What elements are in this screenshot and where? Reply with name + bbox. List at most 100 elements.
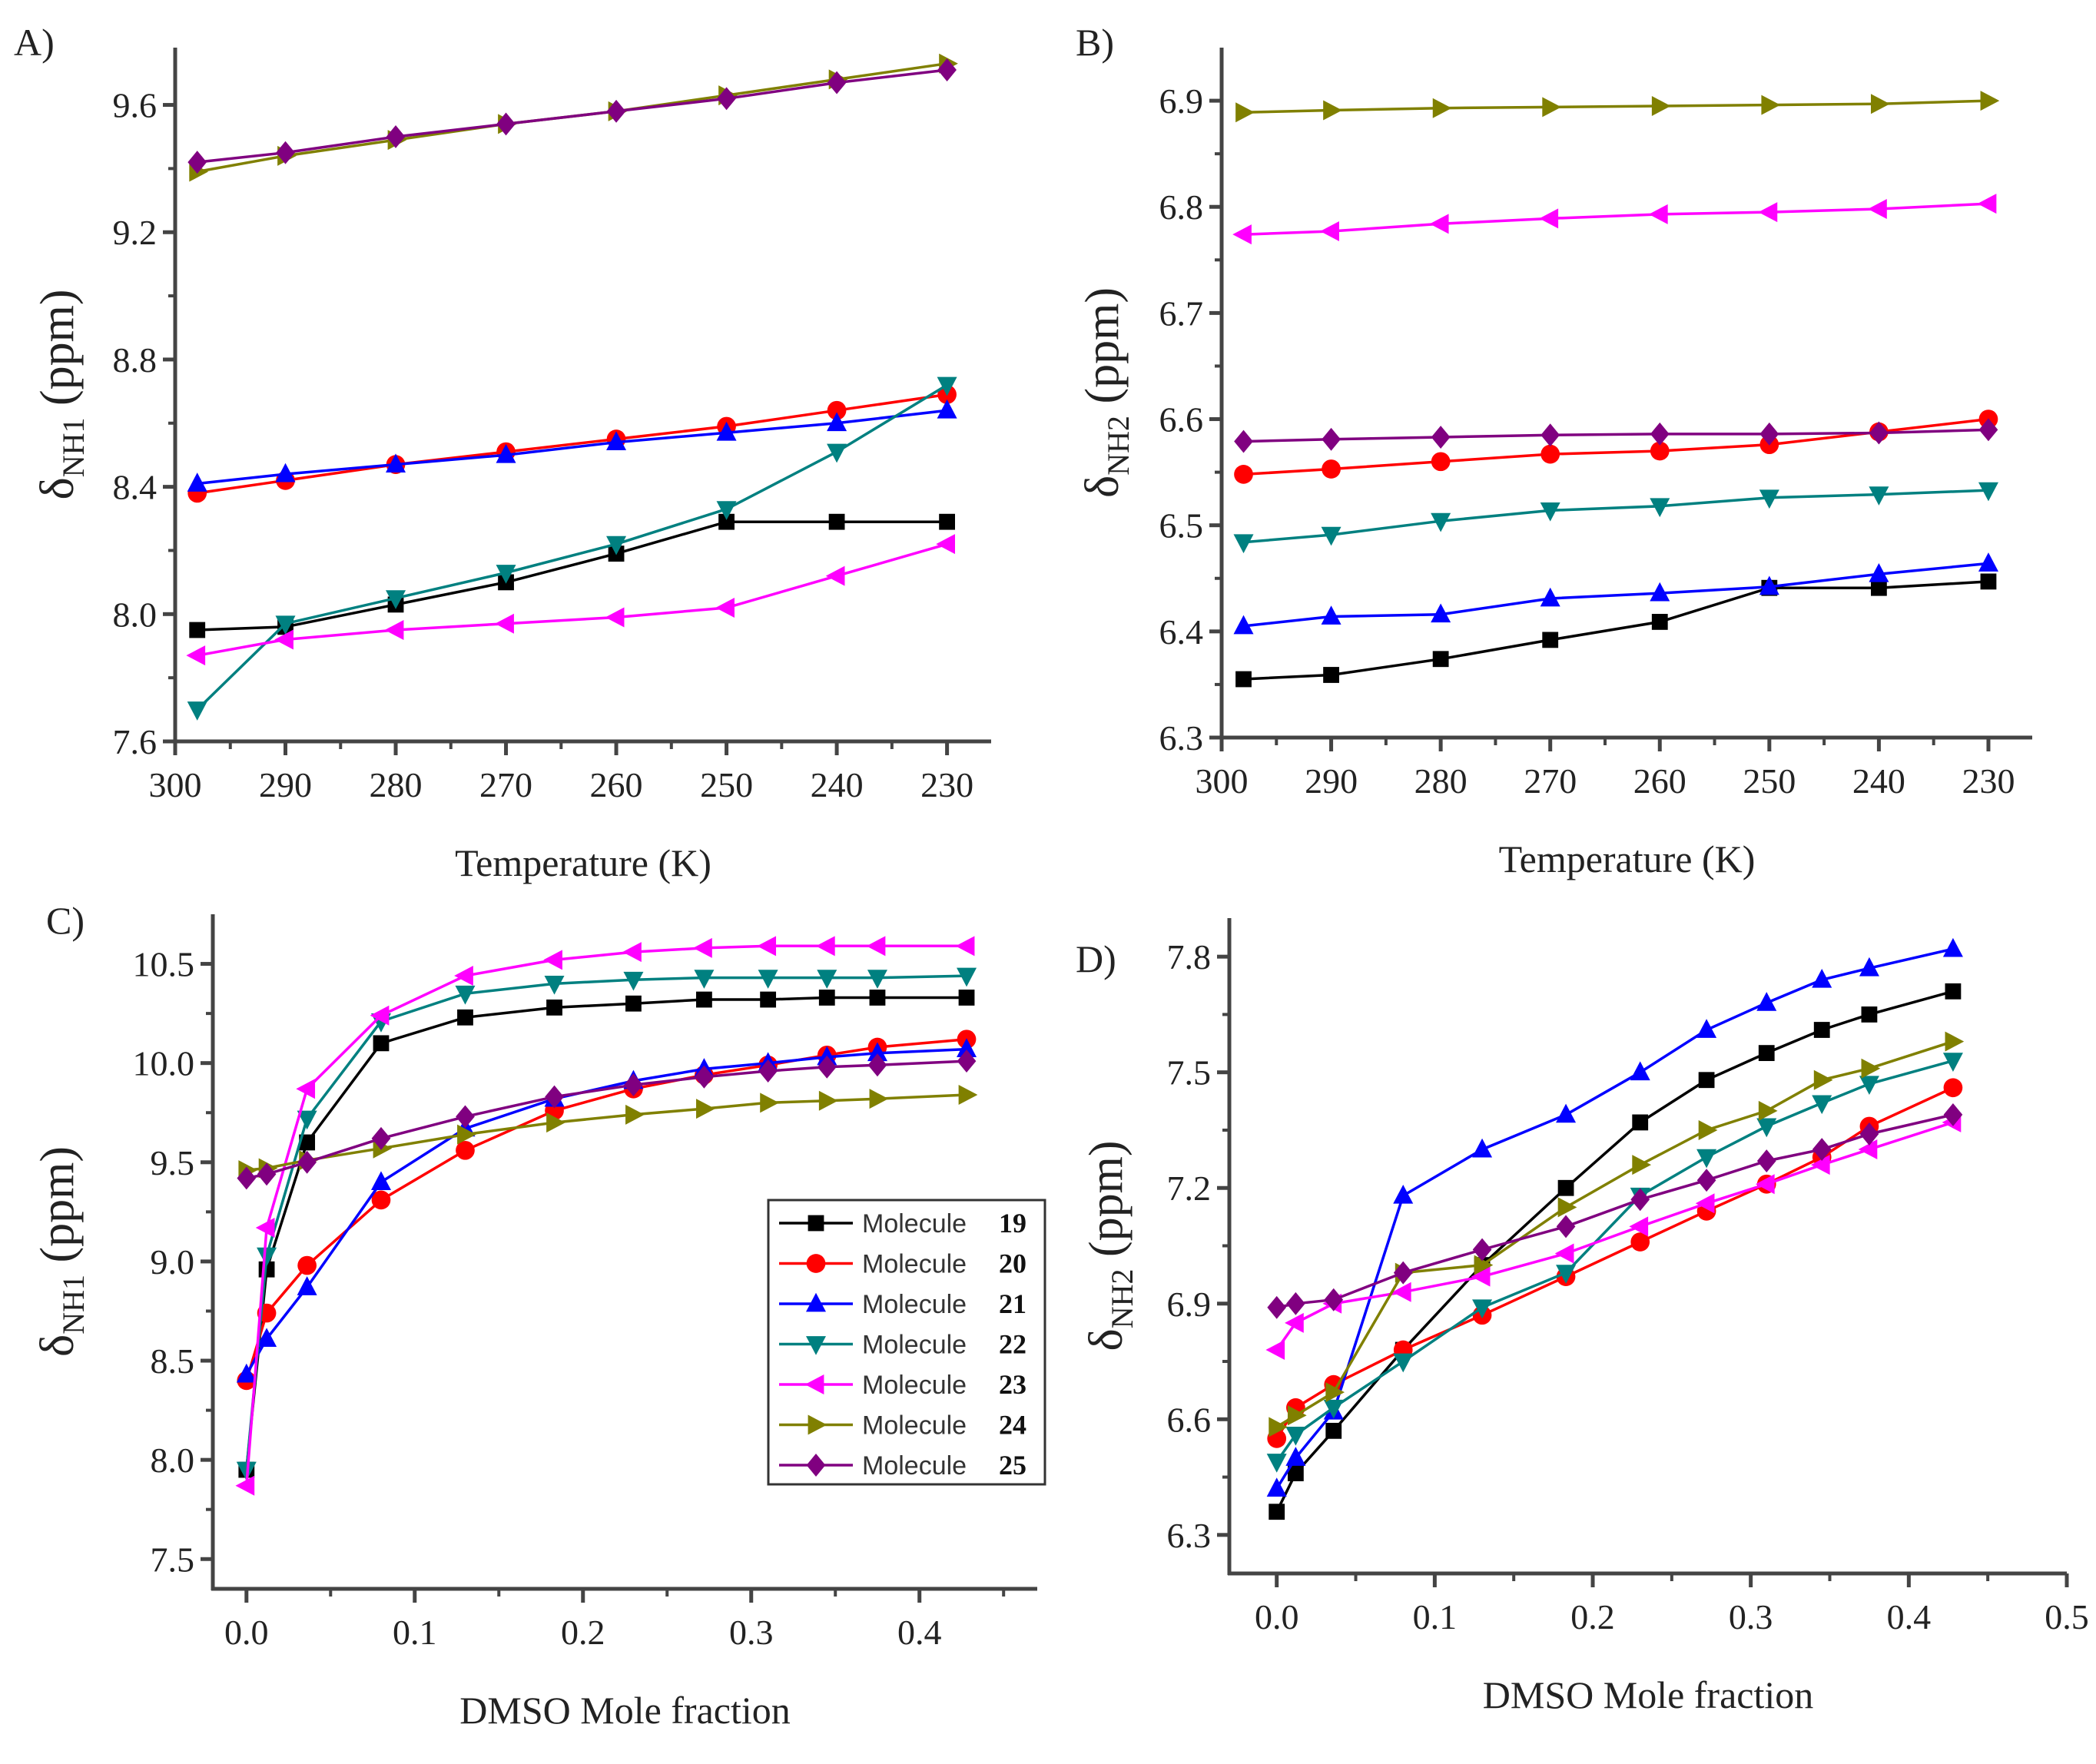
series-21 [187,399,957,492]
data-point [297,1276,317,1295]
data-point [1945,1031,1965,1052]
data-point [1325,1422,1342,1439]
legend-number: 22 [999,1329,1026,1360]
y-tick-label: 8.0 [113,595,158,634]
data-point [1431,426,1451,449]
data-point [546,1112,565,1133]
data-point [1474,1255,1494,1275]
data-point [1943,1102,1963,1126]
data-point [1632,1155,1652,1175]
y-axis-title: δNH2 (ppm) [1076,287,1136,498]
legend-entry: Molecule 24 [779,1410,1026,1441]
data-point [957,1038,977,1057]
data-point [1980,91,2000,111]
data-point [1812,1095,1832,1115]
series-22 [187,376,957,721]
data-point [606,536,627,555]
data-point [1472,1138,1493,1158]
x-tick-label: 250 [1743,761,1796,801]
data-point [827,443,847,463]
data-point [1235,102,1255,123]
data-point [456,1140,475,1160]
data-point [1554,1243,1574,1264]
data-point [1266,1454,1287,1473]
data-point [1698,1119,1718,1140]
data-point [1650,498,1670,518]
data-point [1556,1215,1576,1238]
data-point [1696,1169,1716,1192]
y-tick-label: 9.5 [151,1143,195,1182]
y-tick-label: 9.0 [151,1242,195,1282]
data-point [1813,1069,1833,1090]
data-point [1321,605,1342,625]
data-point [257,1162,277,1186]
x-axis-title: Temperature (K) [1499,837,1756,880]
data-point [1759,422,1779,446]
data-point [694,970,715,989]
data-point [1755,1174,1775,1195]
data-point [1758,1100,1778,1121]
x-tick-label: 290 [259,765,312,804]
data-point [1813,1022,1830,1038]
data-point [1812,1138,1832,1162]
data-point [1556,1265,1577,1284]
legend-label: Molecule [862,1209,967,1238]
legend-entry: Molecule 25 [779,1450,1026,1480]
y-tick-label: 10.5 [133,945,195,984]
x-tick-label: 0.3 [1729,1597,1773,1636]
data-point [1758,202,1778,223]
data-point [1232,224,1252,245]
data-point [1650,582,1670,602]
data-point [1322,427,1341,451]
y-tick-label: 6.8 [1159,187,1204,227]
data-point [454,966,473,986]
x-tick-label: 0.1 [1413,1597,1458,1636]
data-point [276,141,295,164]
data-point [869,1089,889,1109]
data-point [257,1328,277,1348]
series-23 [235,936,975,1496]
data-point [1869,562,1889,582]
data-point [827,400,847,420]
data-point [1759,489,1779,509]
data-point [1648,204,1668,224]
data-point [1943,1078,1963,1098]
data-point [1650,422,1670,446]
data-point [1429,214,1449,234]
data-point [1696,1019,1717,1038]
series-line [1243,99,1989,114]
data-point [1285,1447,1306,1466]
legend-label: Molecule [862,1250,967,1279]
series-line [197,542,948,657]
y-tick-label: 7.5 [151,1540,195,1579]
data-point [275,615,296,635]
series-line [197,68,947,164]
x-tick-label: 270 [1524,761,1577,801]
data-point [622,942,642,963]
data-point [937,399,957,419]
x-tick-label: 300 [1196,761,1249,801]
data-point [623,971,644,991]
data-point [1234,465,1253,484]
data-point [1761,94,1781,115]
legend-marker [806,1254,826,1273]
series-line [1275,990,1954,1513]
data-point [457,1124,476,1145]
data-point [939,513,955,530]
y-tick-label: 7.6 [113,722,158,761]
data-point [827,71,847,94]
series-25 [187,58,957,174]
data-point [543,950,562,970]
legend-number: 24 [999,1410,1026,1441]
legend-marker [806,1454,826,1477]
data-point [1556,1103,1577,1123]
x-tick-label: 0.4 [1887,1597,1932,1636]
series-22 [1233,482,1998,554]
data-point [1942,1053,1963,1072]
x-tick-label: 0.4 [897,1613,942,1652]
y-tick-label: 6.6 [1167,1400,1212,1439]
data-point [1758,1045,1775,1062]
data-point [957,1049,977,1073]
x-tick-label: 0.0 [224,1613,269,1652]
y-tick-label: 7.5 [1167,1053,1212,1093]
